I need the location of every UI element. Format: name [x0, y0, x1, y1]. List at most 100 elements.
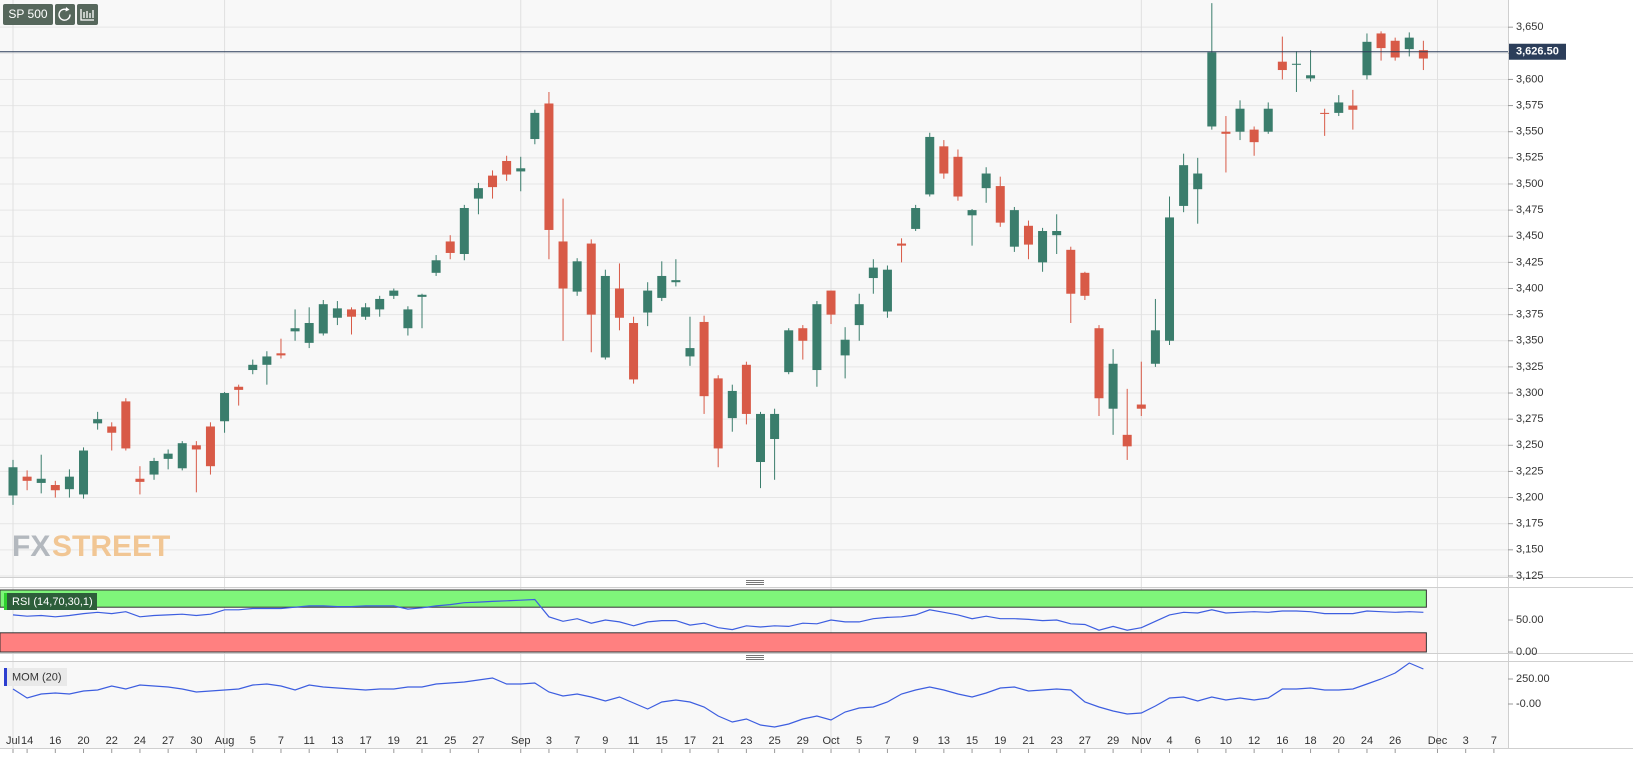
candle-body [290, 328, 300, 332]
candle-body [1150, 330, 1160, 364]
x-tick-label: 23 [1051, 735, 1063, 747]
refresh-icon-arrow [65, 7, 70, 12]
x-tick-label: 24 [134, 735, 146, 747]
x-tick-label: 3 [546, 735, 552, 747]
candle-body [248, 364, 258, 371]
candle-body [967, 210, 977, 216]
candle-body [1052, 231, 1062, 236]
y-tick-label: 3,200 [1516, 491, 1544, 503]
candle-body [361, 307, 371, 317]
x-tick-label: 15 [966, 735, 978, 747]
settings-button[interactable] [77, 4, 98, 25]
candle-body [544, 103, 554, 230]
candle-body [798, 328, 808, 341]
x-tick-label: 29 [797, 735, 809, 747]
mom-legend: MOM (20) [4, 668, 67, 686]
y-tick-label: 3,150 [1516, 544, 1544, 556]
x-tick-label: 7 [884, 735, 890, 747]
candle-body [191, 445, 201, 450]
candle-body [50, 485, 60, 491]
candle-body [826, 290, 836, 315]
candle-body [107, 426, 117, 433]
resize-handle[interactable] [746, 580, 764, 585]
x-tick-label: 30 [190, 735, 202, 747]
candle-body [22, 476, 32, 481]
x-tick-label: 24 [1361, 735, 1373, 747]
mom-title: MOM (20) [12, 671, 62, 683]
candle-body [1249, 129, 1259, 143]
candle-body [1179, 165, 1189, 206]
x-tick-label: 21 [1022, 735, 1034, 747]
toolbar: SP 500 [3, 4, 98, 25]
watermark-fx: FX [12, 530, 50, 563]
candle-body [1080, 272, 1090, 296]
x-tick-label: 17 [684, 735, 696, 747]
mom-panel [0, 662, 1508, 748]
x-tick-label: 16 [49, 735, 61, 747]
candle-body [93, 419, 103, 424]
refresh-icon [58, 8, 71, 21]
symbol-button[interactable]: SP 500 [3, 4, 53, 25]
candle-body [389, 290, 399, 296]
candle-body [135, 478, 145, 482]
x-tick-label: 7 [278, 735, 284, 747]
candle-body [600, 275, 610, 358]
x-tick-label: 21 [712, 735, 724, 747]
x-tick-label: Nov [1132, 735, 1152, 747]
y-tick-label: 3,175 [1516, 518, 1544, 530]
resize-handle[interactable] [746, 655, 764, 660]
candle-body [784, 330, 794, 373]
rsi-legend: RSI (14,70,30,1) [4, 593, 97, 610]
candle-body [1376, 33, 1386, 49]
y-tick-label: 3,525 [1516, 152, 1544, 164]
x-tick-label: 25 [444, 735, 456, 747]
y-tick-label: 3,575 [1516, 99, 1544, 111]
candle-body [1320, 112, 1330, 114]
grid-layer [0, 0, 1508, 748]
candle-body [445, 241, 455, 253]
refresh-button[interactable] [55, 4, 75, 25]
candle-body [727, 390, 737, 419]
candle-body [1306, 75, 1316, 79]
y-tick-label: 3,400 [1516, 282, 1544, 294]
candle-body [488, 175, 498, 188]
candle-body [671, 280, 681, 283]
candle-body [572, 261, 582, 292]
candle-body [868, 267, 878, 279]
candle-body [1165, 217, 1175, 341]
candle-body [1066, 249, 1076, 294]
candle-body [346, 309, 356, 317]
y-tick-label: 50.00 [1516, 614, 1544, 626]
candle-body [1418, 50, 1428, 59]
refresh-button-bg [55, 4, 75, 25]
candle-body [473, 188, 483, 199]
candle-body [177, 443, 187, 469]
x-tick-label: 27 [1079, 735, 1091, 747]
y-tick-label: 0.00 [1516, 646, 1537, 658]
candle-body [403, 309, 413, 329]
indicator-line [12, 662, 1424, 728]
x-tick-label: 19 [388, 735, 400, 747]
x-tick-label: 20 [77, 735, 89, 747]
candle-body [1263, 108, 1273, 132]
rsi-legend-accent [4, 593, 7, 610]
x-tick-label: 13 [938, 735, 950, 747]
candle-body [558, 241, 568, 289]
y-tick-label: 3,375 [1516, 309, 1544, 321]
x-tick-label: 11 [303, 735, 314, 747]
last-price-tag [1509, 43, 1566, 60]
candle-body [812, 304, 822, 371]
candle-body [953, 156, 963, 197]
x-tick-label: 23 [740, 735, 752, 747]
y-tick-label: 3,475 [1516, 204, 1544, 216]
candle-body [431, 260, 441, 273]
candle-body [657, 275, 667, 298]
x-tick-label: Dec [1428, 735, 1448, 747]
candle-body [854, 304, 864, 326]
candle-body [699, 321, 709, 397]
x-tick-label: 10 [1220, 735, 1232, 747]
x-tick-label: 11 [628, 735, 639, 747]
candle-body [1334, 102, 1344, 113]
